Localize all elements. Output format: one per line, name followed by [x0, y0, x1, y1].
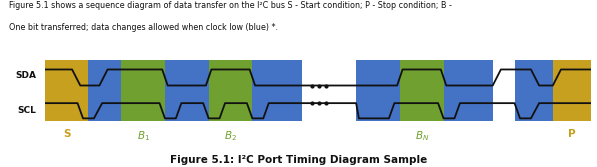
- Text: $B_N$: $B_N$: [414, 129, 429, 143]
- Text: SCL: SCL: [18, 106, 36, 115]
- Text: P: P: [568, 129, 576, 139]
- Bar: [553, 60, 591, 121]
- Bar: [515, 60, 553, 121]
- Bar: [356, 60, 400, 121]
- Text: $B_1$: $B_1$: [137, 129, 150, 143]
- Text: S: S: [63, 129, 70, 139]
- Bar: [121, 60, 165, 121]
- Bar: [88, 60, 121, 121]
- Bar: [444, 60, 493, 121]
- Text: Figure 5.1: I²C Port Timing Diagram Sample: Figure 5.1: I²C Port Timing Diagram Samp…: [170, 155, 427, 165]
- Text: SDA: SDA: [16, 71, 36, 80]
- Bar: [209, 60, 253, 121]
- Text: Figure 5.1 shows a sequence diagram of data transfer on the I²C bus S - Start co: Figure 5.1 shows a sequence diagram of d…: [9, 1, 452, 10]
- Text: $B_2$: $B_2$: [224, 129, 237, 143]
- Bar: [45, 60, 88, 121]
- Bar: [400, 60, 444, 121]
- Bar: [165, 60, 209, 121]
- Bar: [253, 60, 301, 121]
- Text: One bit transferred; data changes allowed when clock low (blue) *.: One bit transferred; data changes allowe…: [9, 23, 278, 32]
